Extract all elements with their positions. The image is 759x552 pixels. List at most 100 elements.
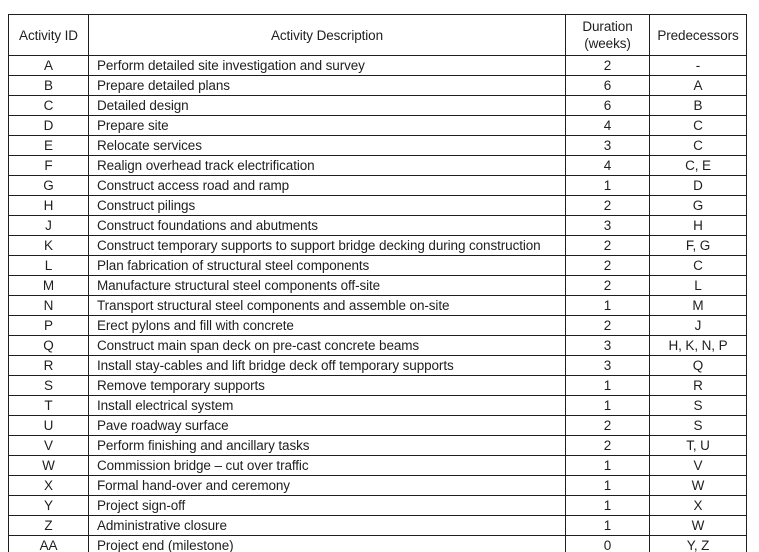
- cell-predecessors: D: [649, 175, 747, 196]
- cell-predecessors: V: [649, 455, 747, 476]
- cell-predecessors: W: [649, 475, 747, 496]
- table-row: E Relocate services 3 C: [8, 135, 747, 156]
- cell-activity-id: R: [8, 355, 89, 376]
- table-row: V Perform finishing and ancillary tasks …: [8, 435, 747, 456]
- table-row: Z Administrative closure 1 W: [8, 515, 747, 536]
- table-row: N Transport structural steel components …: [8, 295, 747, 316]
- table-row: Y Project sign-off 1 X: [8, 495, 747, 516]
- cell-predecessors: H, K, N, P: [649, 335, 747, 356]
- table-row: H Construct pilings 2 G: [8, 195, 747, 216]
- table-row: K Construct temporary supports to suppor…: [8, 235, 747, 256]
- cell-duration: 2: [565, 255, 650, 276]
- cell-predecessors: S: [649, 395, 747, 416]
- cell-activity-description: Perform finishing and ancillary tasks: [88, 435, 566, 456]
- table-row: J Construct foundations and abutments 3 …: [8, 215, 747, 236]
- cell-predecessors: C: [649, 135, 747, 156]
- table-row: W Commission bridge – cut over traffic 1…: [8, 455, 747, 476]
- cell-duration: 3: [565, 355, 650, 376]
- cell-activity-description: Install stay-cables and lift bridge deck…: [88, 355, 566, 376]
- cell-predecessors: C: [649, 115, 747, 136]
- cell-duration: 1: [565, 375, 650, 396]
- table-row: B Prepare detailed plans 6 A: [8, 75, 747, 96]
- cell-activity-description: Perform detailed site investigation and …: [88, 55, 566, 76]
- cell-activity-description: Construct temporary supports to support …: [88, 235, 566, 256]
- cell-predecessors: Q: [649, 355, 747, 376]
- table-row: G Construct access road and ramp 1 D: [8, 175, 747, 196]
- cell-duration: 6: [565, 95, 650, 116]
- table-row: Q Construct main span deck on pre-cast c…: [8, 335, 747, 356]
- cell-duration: 2: [565, 55, 650, 76]
- cell-duration: 2: [565, 315, 650, 336]
- cell-predecessors: J: [649, 315, 747, 336]
- cell-predecessors: C, E: [649, 155, 747, 176]
- cell-activity-description: Transport structural steel components an…: [88, 295, 566, 316]
- cell-activity-description: Erect pylons and fill with concrete: [88, 315, 566, 336]
- cell-duration: 2: [565, 435, 650, 456]
- cell-duration: 3: [565, 335, 650, 356]
- cell-activity-description: Commission bridge – cut over traffic: [88, 455, 566, 476]
- cell-activity-id: AA: [8, 535, 89, 552]
- cell-activity-id: F: [8, 155, 89, 176]
- cell-activity-id: T: [8, 395, 89, 416]
- cell-duration: 2: [565, 275, 650, 296]
- cell-duration: 1: [565, 515, 650, 536]
- cell-duration: 1: [565, 495, 650, 516]
- cell-activity-description: Plan fabrication of structural steel com…: [88, 255, 566, 276]
- cell-activity-id: V: [8, 435, 89, 456]
- cell-duration: 4: [565, 155, 650, 176]
- cell-duration: 2: [565, 235, 650, 256]
- table-row: D Prepare site 4 C: [8, 115, 747, 136]
- cell-predecessors: W: [649, 515, 747, 536]
- cell-activity-id: G: [8, 175, 89, 196]
- table-row: P Erect pylons and fill with concrete 2 …: [8, 315, 747, 336]
- column-header-description: Activity Description: [88, 14, 566, 56]
- cell-duration: 3: [565, 135, 650, 156]
- cell-predecessors: L: [649, 275, 747, 296]
- cell-activity-id: C: [8, 95, 89, 116]
- cell-activity-id: B: [8, 75, 89, 96]
- cell-activity-description: Install electrical system: [88, 395, 566, 416]
- cell-activity-description: Project sign-off: [88, 495, 566, 516]
- cell-activity-description: Construct foundations and abutments: [88, 215, 566, 236]
- table-row: M Manufacture structural steel component…: [8, 275, 747, 296]
- cell-activity-description: Pave roadway surface: [88, 415, 566, 436]
- cell-activity-description: Remove temporary supports: [88, 375, 566, 396]
- cell-activity-description: Manufacture structural steel components …: [88, 275, 566, 296]
- cell-duration: 1: [565, 295, 650, 316]
- table-row: T Install electrical system 1 S: [8, 395, 747, 416]
- cell-predecessors: G: [649, 195, 747, 216]
- cell-activity-id: J: [8, 215, 89, 236]
- cell-predecessors: S: [649, 415, 747, 436]
- cell-duration: 1: [565, 475, 650, 496]
- cell-activity-id: Y: [8, 495, 89, 516]
- cell-predecessors: A: [649, 75, 747, 96]
- cell-activity-id: U: [8, 415, 89, 436]
- table-row: R Install stay-cables and lift bridge de…: [8, 355, 747, 376]
- cell-activity-id: W: [8, 455, 89, 476]
- cell-activity-description: Detailed design: [88, 95, 566, 116]
- cell-activity-description: Construct pilings: [88, 195, 566, 216]
- cell-activity-description: Formal hand-over and ceremony: [88, 475, 566, 496]
- cell-activity-id: Z: [8, 515, 89, 536]
- table-row: L Plan fabrication of structural steel c…: [8, 255, 747, 276]
- table-row: U Pave roadway surface 2 S: [8, 415, 747, 436]
- cell-predecessors: F, G: [649, 235, 747, 256]
- cell-predecessors: M: [649, 295, 747, 316]
- cell-activity-description: Construct main span deck on pre-cast con…: [88, 335, 566, 356]
- cell-activity-description: Construct access road and ramp: [88, 175, 566, 196]
- table-row: C Detailed design 6 B: [8, 95, 747, 116]
- cell-duration: 2: [565, 415, 650, 436]
- cell-duration: 4: [565, 115, 650, 136]
- cell-duration: 1: [565, 395, 650, 416]
- cell-activity-description: Prepare site: [88, 115, 566, 136]
- activity-table: Activity ID Activity Description Duratio…: [8, 14, 747, 552]
- column-header-duration: Duration (weeks): [565, 14, 650, 56]
- cell-activity-description: Realign overhead track electrification: [88, 155, 566, 176]
- cell-activity-id: X: [8, 475, 89, 496]
- cell-activity-description: Administrative closure: [88, 515, 566, 536]
- table-row: AA Project end (milestone) 0 Y, Z: [8, 535, 747, 552]
- cell-activity-id: H: [8, 195, 89, 216]
- cell-activity-description: Project end (milestone): [88, 535, 566, 552]
- cell-activity-id: N: [8, 295, 89, 316]
